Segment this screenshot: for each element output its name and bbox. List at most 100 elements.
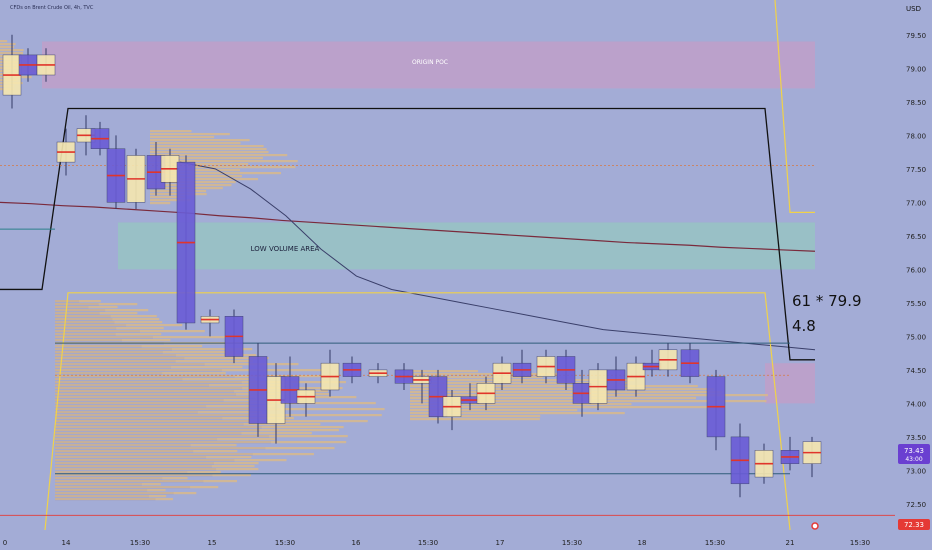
- profile-bar: [55, 480, 238, 483]
- y-tick-label: 76.50: [906, 233, 926, 241]
- profile-bar: [55, 369, 323, 372]
- profile-bar: [55, 444, 237, 447]
- low-price-text: 72.33: [904, 521, 924, 529]
- profile-bar: [55, 339, 171, 342]
- profile-bar: [55, 489, 166, 492]
- profile-bar: [55, 393, 329, 396]
- y-tick-label: 72.50: [906, 501, 926, 509]
- profile-bar: [55, 366, 243, 369]
- symbol-title: CFDs on Brent Crude Oil, 4h, TVC: [10, 5, 94, 11]
- profile-bar: [55, 351, 236, 354]
- profile-bar: [55, 360, 253, 363]
- profile-bar: [55, 405, 278, 408]
- profile-bar: [150, 151, 269, 154]
- profile-bar: [150, 139, 250, 142]
- profile-bar: [55, 336, 226, 339]
- y-tick-label: 74.50: [906, 367, 926, 375]
- profile-bar: [150, 142, 241, 145]
- profile-bar: [55, 303, 138, 306]
- profile-bar: [150, 157, 263, 160]
- profile-bar: [150, 133, 230, 136]
- profile-bar: [150, 136, 215, 139]
- profile-bar: [55, 300, 101, 303]
- profile-bar: [55, 429, 339, 432]
- price-badges: 73.43 43:00 72.33: [811, 444, 930, 530]
- profile-bar: [150, 175, 242, 178]
- low-volume-area-label: LOW VOLUME AREA: [251, 245, 320, 253]
- profile-bar: [55, 324, 183, 327]
- profile-bar: [410, 385, 698, 388]
- profile-bar: [410, 406, 711, 409]
- profile-bar: [55, 384, 294, 387]
- alert-icon[interactable]: [811, 522, 819, 530]
- profile-bar: [55, 312, 138, 315]
- profile-bar: [55, 471, 221, 474]
- volume-profiles-layer: [0, 40, 768, 501]
- zone-0: [42, 41, 815, 89]
- current-price-text: 73.43: [904, 447, 924, 455]
- profile-bar: [410, 388, 715, 391]
- profile-bar: [410, 415, 541, 418]
- x-tick-label: 15: [208, 539, 217, 547]
- profile-bar: [55, 474, 251, 477]
- x-tick-label: 15:30: [562, 539, 582, 547]
- profile-bar: [55, 477, 188, 480]
- yellow-range-line: [44, 292, 791, 531]
- profile-bar: [55, 456, 252, 459]
- profile-bar: [55, 432, 312, 435]
- x-tick-label: 18: [638, 539, 647, 547]
- x-tick-label: 0: [3, 539, 7, 547]
- x-tick-label: 21: [786, 539, 795, 547]
- x-tick-label: 14: [62, 539, 71, 547]
- profile-bar: [55, 321, 163, 324]
- y-tick-label: 73.50: [906, 434, 926, 442]
- profile-bar: [55, 399, 307, 402]
- profile-bar: [410, 409, 578, 412]
- origin-poc-label: ORIGIN POC: [412, 59, 448, 66]
- profile-bar: [410, 373, 559, 376]
- profile-bar: [0, 46, 14, 49]
- profile-bar: [0, 43, 16, 46]
- x-tick-label: 15:30: [850, 539, 870, 547]
- x-tick-label: 15:30: [705, 539, 725, 547]
- profile-bar: [55, 483, 161, 486]
- calc-line2: 4.8: [792, 317, 816, 335]
- profile-bar: [410, 412, 625, 415]
- x-tick-label: 15:30: [418, 539, 438, 547]
- profile-bar: [55, 318, 160, 321]
- profile-bar: [0, 40, 8, 43]
- profile-bar: [55, 468, 259, 471]
- profile-bar: [410, 418, 540, 421]
- profile-bar: [55, 438, 276, 441]
- y-tick-label: 73.00: [906, 467, 926, 475]
- low-price-badge: [898, 519, 930, 530]
- y-tick-label: 75.00: [906, 333, 926, 341]
- profile-bar: [150, 196, 186, 199]
- profile-bar: [55, 375, 340, 378]
- profile-bar: [55, 462, 259, 465]
- profile-bar: [55, 372, 226, 375]
- black-range-line: [0, 107, 815, 361]
- profile-bar: [150, 160, 298, 163]
- profile-bar: [55, 492, 197, 495]
- profile-bar: [410, 403, 632, 406]
- profile-bar: [55, 396, 357, 399]
- profile-bar: [55, 330, 205, 333]
- annotations-layer: ORIGIN POC LOW VOLUME AREA 61 * 79.9 4.8: [251, 59, 862, 335]
- moving-average-1: [0, 201, 816, 252]
- profile-bar: [55, 390, 328, 393]
- profile-bar: [55, 411, 262, 414]
- y-tick-label: 74.00: [906, 400, 926, 408]
- profile-bar: [55, 378, 256, 381]
- y-tick-label: 77.00: [906, 199, 926, 207]
- current-price-badge: [898, 444, 930, 464]
- x-tick-label: 16: [352, 539, 361, 547]
- profile-bar: [55, 333, 162, 336]
- profile-bar: [55, 465, 255, 468]
- profile-bar: [55, 354, 257, 357]
- profile-bar: [150, 154, 288, 157]
- profile-bar: [410, 391, 723, 394]
